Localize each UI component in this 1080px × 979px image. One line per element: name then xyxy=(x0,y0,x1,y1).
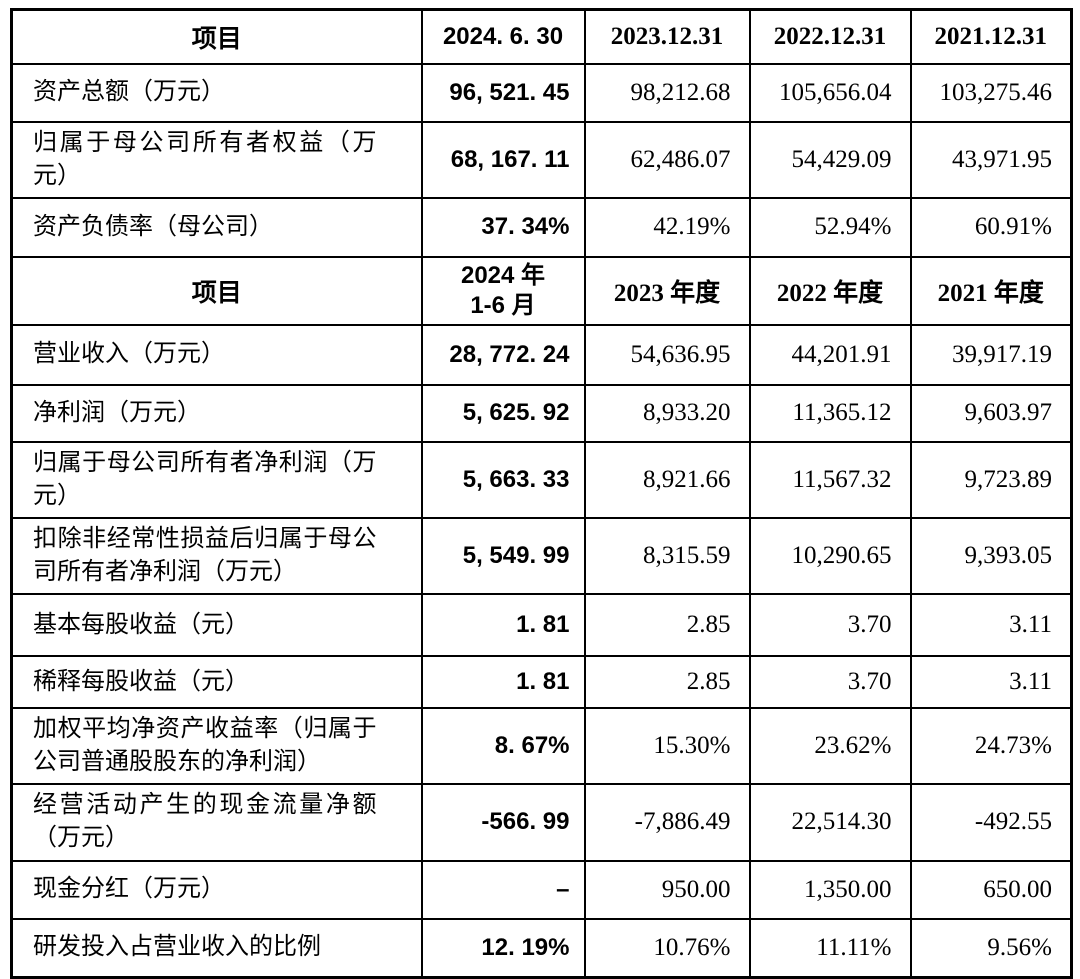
value-cell: 8,921.66 xyxy=(583,440,751,519)
row-label: 净利润（万元） xyxy=(10,383,423,443)
financial-table-body: 项目 2024. 6. 30 2023.12.31 2022.12.31 2021.12… xyxy=(10,8,1073,979)
value-cell: -566. 99 xyxy=(420,783,586,862)
header-period-3: 2021 年度 xyxy=(909,255,1073,326)
value-cell: 11.11% xyxy=(748,917,912,979)
value-cell: 96, 521. 45 xyxy=(420,62,586,123)
value-cell: 62,486.07 xyxy=(583,120,751,199)
header-period-2: 2022.12.31 xyxy=(748,8,912,65)
row-label: 加权平均净资产收益率（归属于公司普通股股东的净利润） xyxy=(10,707,423,786)
value-cell: 8,315.59 xyxy=(583,516,751,596)
value-cell: 2.85 xyxy=(583,593,751,658)
value-cell: 68, 167. 11 xyxy=(420,120,586,199)
value-cell: 9,723.89 xyxy=(909,440,1073,519)
value-cell: 103,275.46 xyxy=(909,62,1073,123)
value-cell: 37. 34% xyxy=(420,196,586,258)
table-row: 归属于母公司所有者权益（万元） 68, 167. 11 62,486.07 54,42… xyxy=(10,120,1073,199)
value-cell: 10,290.65 xyxy=(748,516,912,596)
value-cell: 650.00 xyxy=(909,859,1073,920)
table-row: 稀释每股收益（元） 1. 81 2.85 3.70 3.11 xyxy=(10,655,1073,710)
value-cell: 105,656.04 xyxy=(748,62,912,123)
header-item-label: 项目 xyxy=(10,8,423,65)
value-cell: 1. 81 xyxy=(420,593,586,658)
header-period-0: 2024 年 1-6 月 xyxy=(420,255,586,326)
value-cell: 8,933.20 xyxy=(583,383,751,443)
header-period-1: 2023.12.31 xyxy=(583,8,751,65)
value-cell: 1,350.00 xyxy=(748,859,912,920)
table-row: 基本每股收益（元） 1. 81 2.85 3.70 3.11 xyxy=(10,593,1073,658)
row-label: 稀释每股收益（元） xyxy=(10,655,423,710)
value-cell: 11,567.32 xyxy=(748,440,912,519)
financial-summary-table: 项目 2024. 6. 30 2023.12.31 2022.12.31 2021.12… xyxy=(10,8,1073,979)
table-row: 经营活动产生的现金流量净额（万元） -566. 99 -7,886.49 22,514… xyxy=(10,783,1073,862)
value-cell: 43,971.95 xyxy=(909,120,1073,199)
section-1-header-row: 项目 2024 年 1-6 月 2023 年度 2022 年度 2021 年度 xyxy=(10,255,1073,326)
value-cell: 22,514.30 xyxy=(748,783,912,862)
value-cell: -7,886.49 xyxy=(583,783,751,862)
value-cell: 12. 19% xyxy=(420,917,586,979)
value-cell: 28, 772. 24 xyxy=(420,323,586,386)
value-cell: 54,429.09 xyxy=(748,120,912,199)
value-cell: 3.11 xyxy=(909,593,1073,658)
header-item-label: 项目 xyxy=(10,255,423,326)
row-label: 资产负债率（母公司） xyxy=(10,196,423,258)
section-0-header-row: 项目 2024. 6. 30 2023.12.31 2022.12.31 2021.12… xyxy=(10,8,1073,65)
value-cell: 42.19% xyxy=(583,196,751,258)
value-cell: 9.56% xyxy=(909,917,1073,979)
table-row: 扣除非经常性损益后归属于母公司所有者净利润（万元） 5, 549. 99 8,315… xyxy=(10,516,1073,596)
table-row: 资产总额（万元） 96, 521. 45 98,212.68 105,656.04 10… xyxy=(10,62,1073,123)
header-period-1: 2023 年度 xyxy=(583,255,751,326)
value-cell: 5, 663. 33 xyxy=(420,440,586,519)
value-cell: 54,636.95 xyxy=(583,323,751,386)
row-label: 归属于母公司所有者权益（万元） xyxy=(10,120,423,199)
header-period-2: 2022 年度 xyxy=(748,255,912,326)
financial-table: 项目 2024. 6. 30 2023.12.31 2022.12.31 2021.12… xyxy=(10,8,1073,979)
table-row: 研发投入占营业收入的比例 12. 19% 10.76% 11.11% 9.56% xyxy=(10,917,1073,979)
value-cell: 3.70 xyxy=(748,593,912,658)
value-cell: 23.62% xyxy=(748,707,912,786)
value-cell: 1. 81 xyxy=(420,655,586,710)
row-label: 归属于母公司所有者净利润（万元） xyxy=(10,440,423,519)
value-cell: 8. 67% xyxy=(420,707,586,786)
header-period-3: 2021.12.31 xyxy=(909,8,1073,65)
value-cell: 2.85 xyxy=(583,655,751,710)
value-cell: 9,603.97 xyxy=(909,383,1073,443)
value-cell: 3.11 xyxy=(909,655,1073,710)
value-cell: 15.30% xyxy=(583,707,751,786)
value-cell: 5, 625. 92 xyxy=(420,383,586,443)
value-cell: 24.73% xyxy=(909,707,1073,786)
row-label: 经营活动产生的现金流量净额（万元） xyxy=(10,783,423,862)
header-period-0: 2024. 6. 30 xyxy=(420,8,586,65)
row-label: 资产总额（万元） xyxy=(10,62,423,123)
value-cell: 44,201.91 xyxy=(748,323,912,386)
value-cell: 5, 549. 99 xyxy=(420,516,586,596)
value-cell: 52.94% xyxy=(748,196,912,258)
value-cell: 39,917.19 xyxy=(909,323,1073,386)
table-row: 净利润（万元） 5, 625. 92 8,933.20 11,365.12 9,603.… xyxy=(10,383,1073,443)
table-row: 资产负债率（母公司） 37. 34% 42.19% 52.94% 60.91% xyxy=(10,196,1073,258)
table-row: 营业收入（万元） 28, 772. 24 54,636.95 44,201.91 39,… xyxy=(10,323,1073,386)
value-cell: -492.55 xyxy=(909,783,1073,862)
value-cell: 950.00 xyxy=(583,859,751,920)
value-cell: 11,365.12 xyxy=(748,383,912,443)
value-cell: 3.70 xyxy=(748,655,912,710)
value-cell: 60.91% xyxy=(909,196,1073,258)
table-row: 现金分红（万元） –950.00 1,350.00 650.00 xyxy=(10,859,1073,920)
row-label: 扣除非经常性损益后归属于母公司所有者净利润（万元） xyxy=(10,516,423,596)
value-cell: 98,212.68 xyxy=(583,62,751,123)
value-cell: 9,393.05 xyxy=(909,516,1073,596)
table-row: 加权平均净资产收益率（归属于公司普通股股东的净利润） 8. 67% 15.30% 23… xyxy=(10,707,1073,786)
value-cell: – xyxy=(420,859,586,920)
value-cell: 10.76% xyxy=(583,917,751,979)
row-label: 基本每股收益（元） xyxy=(10,593,423,658)
row-label: 研发投入占营业收入的比例 xyxy=(10,917,423,979)
row-label: 现金分红（万元） xyxy=(10,859,423,920)
row-label: 营业收入（万元） xyxy=(10,323,423,386)
table-row: 归属于母公司所有者净利润（万元） 5, 663. 33 8,921.66 11,567… xyxy=(10,440,1073,519)
